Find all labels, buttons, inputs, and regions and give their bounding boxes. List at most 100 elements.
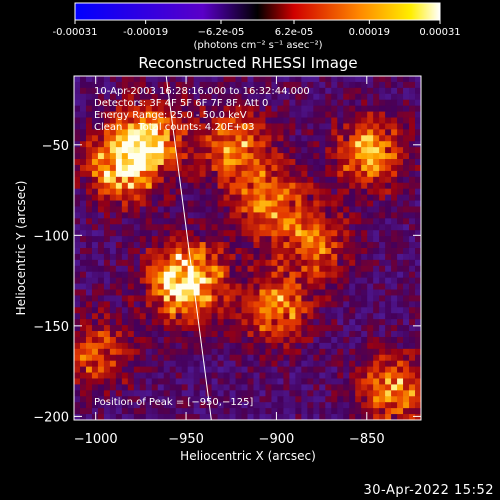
- heatmap-cell: [301, 99, 308, 107]
- heatmap-cell: [415, 307, 421, 314]
- heatmap-cell: [157, 236, 165, 243]
- heatmap-cell: [337, 153, 344, 160]
- heatmap-cell: [337, 218, 344, 225]
- heatmap-cell: [265, 188, 273, 196]
- heatmap-cell: [223, 384, 231, 391]
- heatmap-cell: [133, 87, 141, 95]
- heatmap-cell: [409, 182, 416, 190]
- heatmap-cell: [343, 289, 350, 297]
- heatmap-cell: [193, 283, 201, 291]
- heatmap-cell: [151, 123, 159, 130]
- heatmap-cell: [163, 123, 171, 130]
- heatmap-cell: [307, 277, 314, 285]
- heatmap-cell: [373, 390, 380, 397]
- heatmap-cell: [181, 248, 189, 255]
- heatmap-cell: [301, 212, 308, 219]
- heatmap-cell: [325, 76, 332, 83]
- heatmap-cell: [74, 378, 81, 386]
- heatmap-cell: [391, 295, 398, 302]
- heatmap-cell: [175, 384, 183, 391]
- heatmap-cell: [74, 206, 81, 214]
- heatmap-cell: [79, 414, 87, 420]
- heatmap-cell: [175, 182, 183, 190]
- heatmap-cell: [127, 396, 135, 403]
- heatmap-cell: [169, 271, 177, 279]
- heatmap-cell: [175, 123, 183, 130]
- heatmap-cell: [187, 93, 195, 101]
- heatmap-cell: [169, 164, 177, 172]
- heatmap-cell: [337, 111, 344, 119]
- heatmap-cell: [277, 265, 284, 273]
- heatmap-cell: [289, 348, 296, 356]
- heatmap-cell: [223, 123, 231, 130]
- heatmap-cell: [241, 129, 249, 136]
- heatmap-cell: [133, 164, 141, 172]
- heatmap-cell: [74, 230, 81, 237]
- heatmap-cell: [145, 378, 153, 386]
- heatmap-cell: [385, 135, 392, 142]
- heatmap-cell: [283, 212, 290, 219]
- heatmap-cell: [247, 200, 255, 208]
- heatmap-cell: [391, 283, 398, 291]
- heatmap-cell: [295, 408, 302, 415]
- heatmap-cell: [229, 301, 237, 308]
- heatmap-cell: [121, 402, 129, 409]
- heatmap-cell: [271, 218, 279, 225]
- heatmap-cell: [205, 271, 213, 279]
- heatmap-cell: [343, 313, 350, 320]
- heatmap-cell: [313, 212, 320, 219]
- heatmap-cell: [373, 336, 380, 344]
- heatmap-cell: [271, 194, 279, 202]
- heatmap-cell: [223, 200, 231, 208]
- heatmap-cell: [403, 81, 410, 89]
- heatmap-cell: [373, 153, 380, 160]
- heatmap-cell: [379, 123, 386, 130]
- heatmap-cell: [139, 99, 147, 107]
- heatmap-cell: [409, 194, 416, 202]
- heatmap-cell: [235, 354, 243, 362]
- heatmap-cell: [259, 384, 267, 391]
- heatmap-cell: [331, 372, 338, 380]
- heatmap-cell: [97, 396, 105, 403]
- heatmap-cell: [331, 212, 338, 219]
- heatmap-cell: [391, 159, 398, 166]
- heatmap-cell: [397, 259, 404, 267]
- heatmap-cell: [127, 295, 135, 302]
- plot-frame: [73, 75, 422, 421]
- heatmap-cell: [211, 372, 219, 380]
- heatmap-cell: [409, 301, 416, 308]
- heatmap-cell: [385, 307, 392, 314]
- heatmap-cell: [91, 384, 99, 391]
- heatmap-cell: [151, 259, 159, 267]
- heatmap-cell: [151, 307, 159, 314]
- heatmap-cell: [325, 93, 332, 101]
- heatmap-cell: [349, 372, 356, 380]
- heatmap-cell: [385, 93, 392, 101]
- heatmap-cell: [127, 390, 135, 397]
- heatmap-cell: [361, 366, 368, 374]
- heatmap-cell: [115, 277, 123, 285]
- heatmap-cell: [217, 129, 225, 136]
- heatmap-cell: [163, 111, 171, 119]
- heatmap-cell: [157, 123, 165, 130]
- heatmap-cell: [271, 176, 279, 184]
- heatmap-cell: [157, 277, 165, 285]
- heatmap-cell: [181, 265, 189, 273]
- heatmap-cell: [397, 188, 404, 196]
- heatmap-cell: [283, 76, 290, 83]
- heatmap-cell: [229, 283, 237, 291]
- heatmap-cell: [265, 218, 273, 225]
- heatmap-cell: [307, 206, 314, 214]
- heatmap-cell: [127, 159, 135, 166]
- heatmap-cell: [241, 76, 249, 83]
- heatmap-cell: [199, 176, 207, 184]
- heatmap-cell: [331, 301, 338, 308]
- heatmap-cell: [109, 93, 117, 101]
- heatmap-cell: [217, 402, 225, 409]
- heatmap-cell: [127, 265, 135, 273]
- heatmap-cell: [121, 414, 129, 420]
- heatmap-cell: [157, 182, 165, 190]
- heatmap-cell: [379, 129, 386, 136]
- heatmap-cell: [295, 164, 302, 172]
- heatmap-cell: [157, 289, 165, 297]
